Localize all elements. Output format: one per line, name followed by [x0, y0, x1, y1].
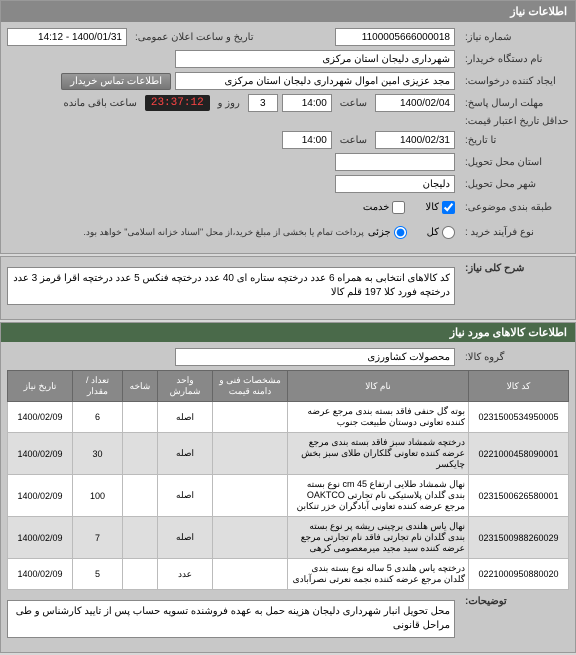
- table-cell: 0231500534950005: [469, 402, 569, 433]
- days-value: 3: [248, 94, 278, 112]
- table-header: کد کالا: [469, 371, 569, 402]
- table-cell: 30: [73, 433, 123, 475]
- table-row: 0231500534950005بوته گل حنفی فاقد بسته ب…: [8, 402, 569, 433]
- table-cell: [213, 402, 288, 433]
- days-label: روز و: [214, 98, 244, 109]
- table-row: 0231500988260029نهال یاس هلندی برچینی ری…: [8, 517, 569, 559]
- table-cell: [213, 433, 288, 475]
- service-checkbox[interactable]: [392, 201, 405, 214]
- table-cell: 1400/02/09: [8, 517, 73, 559]
- table-cell: [213, 517, 288, 559]
- table-cell: 0231500626580001: [469, 475, 569, 517]
- table-cell: نهال شمشاد طلایی ارتفاع cm 45 نوع بسته ب…: [288, 475, 469, 517]
- table-cell: 100: [73, 475, 123, 517]
- service-label: خدمت: [363, 202, 390, 213]
- deadline-label: مهلت ارسال پاسخ:: [459, 98, 569, 109]
- explain-value: محل تحویل انبار شهرداری دلیجان هزینه حمل…: [7, 600, 455, 638]
- table-cell: عدد: [158, 559, 213, 590]
- general-desc-label: شرح کلی نیاز:: [459, 263, 569, 274]
- need-number-value: 1100005666000018: [335, 28, 455, 46]
- buyer-org-value: شهرداری دلیجان استان مرکزی: [175, 50, 455, 68]
- table-cell: [123, 475, 158, 517]
- table-cell: اصله: [158, 517, 213, 559]
- items-header: اطلاعات کالاهای مورد نیاز: [1, 323, 575, 342]
- table-cell: 0221000950880020: [469, 559, 569, 590]
- table-cell: [123, 517, 158, 559]
- table-header: تاریخ نیاز: [8, 371, 73, 402]
- table-cell: اصله: [158, 433, 213, 475]
- info-header: اطلاعات نیاز: [1, 1, 575, 22]
- table-row: 0221000458090001درختچه شمشاد سبز فاقد بس…: [8, 433, 569, 475]
- table-cell: 0221000458090001: [469, 433, 569, 475]
- deadline-date: 1400/02/04: [375, 94, 455, 112]
- announce-date-label: تاریخ و ساعت اعلان عمومی:: [131, 32, 258, 43]
- table-cell: 1400/02/09: [8, 475, 73, 517]
- creator-label: ایجاد کننده درخواست:: [459, 76, 569, 87]
- proc-all-label: کل: [427, 227, 439, 238]
- creator-value: مجد عزیزی امین اموال شهرداری دلیجان استا…: [175, 72, 455, 90]
- table-cell: بوته گل حنفی فاقد بسته بندی مرجع عرضه کن…: [288, 402, 469, 433]
- validity-label: حداقل تاریخ اعتبار قیمت:: [459, 116, 569, 127]
- hour-label-1: ساعت: [336, 98, 371, 109]
- city-value: دلیجان: [335, 175, 455, 193]
- table-cell: [213, 475, 288, 517]
- process-label: نوع فرآیند خرید :: [459, 227, 569, 238]
- table-header: نام کالا: [288, 371, 469, 402]
- table-cell: 5: [73, 559, 123, 590]
- validity-time: 14:00: [282, 131, 332, 149]
- buyer-org-label: نام دستگاه خریدار:: [459, 54, 569, 65]
- announce-date-value: 1400/01/31 - 14:12: [7, 28, 127, 46]
- table-cell: درختچه شمشاد سبز فاقد بسته بندی مرجع عرض…: [288, 433, 469, 475]
- proc-partial-label: جزئی: [368, 227, 391, 238]
- table-cell: درختچه یاس هلندی 5 ساله نوع بسته بندی گل…: [288, 559, 469, 590]
- table-cell: 7: [73, 517, 123, 559]
- validity-from-label: تا تاریخ:: [459, 135, 569, 146]
- table-cell: [123, 433, 158, 475]
- process-note: پرداخت تمام یا بخشی از مبلغ خرید،از محل …: [83, 227, 363, 238]
- table-header: مشخصات فنی و دامنه قیمت: [213, 371, 288, 402]
- group-value: محصولات کشاورزی: [175, 348, 455, 366]
- table-row: 0231500626580001نهال شمشاد طلایی ارتفاع …: [8, 475, 569, 517]
- proc-all-radio[interactable]: [442, 226, 455, 239]
- table-header: تعداد / مقدار: [73, 371, 123, 402]
- contact-button[interactable]: اطلاعات تماس خریدار: [61, 73, 171, 90]
- goods-label: کالا: [425, 202, 439, 213]
- table-cell: اصله: [158, 475, 213, 517]
- table-row: 0221000950880020درختچه یاس هلندی 5 ساله …: [8, 559, 569, 590]
- validity-date: 1400/02/31: [375, 131, 455, 149]
- province-value: [335, 153, 455, 171]
- table-cell: 1400/02/09: [8, 559, 73, 590]
- proc-partial-radio[interactable]: [394, 226, 407, 239]
- category-label: طبقه بندی موضوعی:: [459, 202, 569, 213]
- explain-label: توضیحات:: [459, 596, 569, 607]
- table-cell: اصله: [158, 402, 213, 433]
- group-label: گروه کالا:: [459, 352, 569, 363]
- goods-checkbox[interactable]: [442, 201, 455, 214]
- countdown-timer: 23:37:12: [145, 95, 210, 111]
- table-header: واحد شمارش: [158, 371, 213, 402]
- table-header: شاخه: [123, 371, 158, 402]
- deadline-time: 14:00: [282, 94, 332, 112]
- remaining-label: ساعت باقی مانده: [59, 98, 140, 109]
- city-label: شهر محل تحویل:: [459, 179, 569, 190]
- table-cell: نهال یاس هلندی برچینی ریشه پر نوع بسته ب…: [288, 517, 469, 559]
- province-label: استان محل تحویل:: [459, 157, 569, 168]
- table-cell: [123, 402, 158, 433]
- table-cell: 0231500988260029: [469, 517, 569, 559]
- items-table: کد کالانام کالامشخصات فنی و دامنه قیمتوا…: [7, 370, 569, 590]
- need-number-label: شماره نیاز:: [459, 32, 569, 43]
- hour-label-2: ساعت: [336, 135, 371, 146]
- table-cell: [123, 559, 158, 590]
- table-cell: 1400/02/09: [8, 433, 73, 475]
- table-cell: [213, 559, 288, 590]
- table-cell: 1400/02/09: [8, 402, 73, 433]
- general-desc-value: کد کالاهای انتخابی به همراه 6 عدد درختچه…: [7, 267, 455, 305]
- table-cell: 6: [73, 402, 123, 433]
